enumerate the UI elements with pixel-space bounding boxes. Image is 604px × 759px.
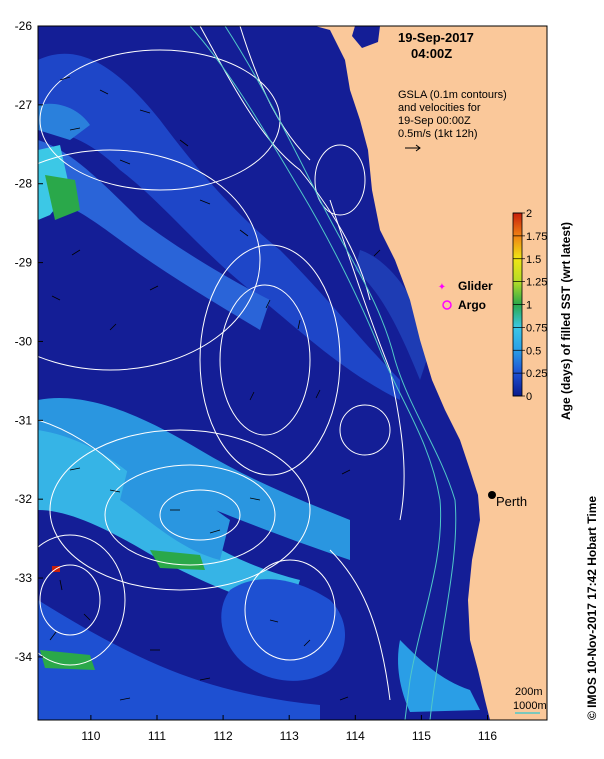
lon-tick-label: 114 [346,729,365,743]
isobath-200m-label: 200m [515,686,543,698]
lon-tick-label: 113 [280,729,299,743]
colorbar-tick-label: 1.25 [526,277,547,289]
colorbar-tick-label: 0.75 [526,322,547,334]
colorbar-tick-label: 1 [526,300,532,312]
city-label: Perth [496,494,527,509]
lat-tick-label: -34 [15,650,33,664]
colorbar-tick-label: 1.75 [526,231,547,243]
lon-tick-label: 112 [214,729,233,743]
city-dot-icon [488,491,496,499]
lon-tick-label: 115 [412,729,431,743]
colorbar-title: Age (days) of filled SST (wrt latest) [559,222,573,420]
annotation-line-3: 19-Sep 00:00Z [398,115,471,127]
isobath-legend: 200m 1000m [513,686,547,714]
imos-footer: © IMOS 10-Nov-2017 17:42 Hobart Time [585,496,599,720]
colorbar-tick-label: 2 [526,208,532,220]
argo-legend-label: Argo [458,298,486,312]
lon-tick-label: 111 [148,729,167,743]
land-mass [315,26,547,720]
lat-tick-label: -26 [15,19,33,33]
glider-legend-label: Glider [458,279,493,293]
city-marker: Perth [488,491,527,509]
colorbar-tick-label: 0.25 [526,368,547,380]
isobath-1000m-label: 1000m [513,700,547,712]
latitude-ticks: -26 -27 -28 -29 -30 -31 -32 -33 -34 [15,19,43,664]
colorbar-tick-label: 0.5 [526,345,541,357]
scale-arrow-icon [405,144,421,152]
lat-tick-label: -33 [15,571,33,585]
platform-legend: ✦ Glider Argo [438,279,493,312]
lon-tick-label: 116 [478,729,497,743]
map-plot-area [38,26,547,720]
glider-marker-icon: ✦ [438,282,446,293]
velocity-annotation: GSLA (0.1m contours) and velocities for … [398,89,507,152]
lat-tick-label: -30 [15,334,33,348]
colorbar-tick-label: 0 [526,391,532,403]
annotation-line-1: GSLA (0.1m contours) [398,89,507,101]
lat-tick-label: -31 [15,413,33,427]
annotation-line-4: 0.5m/s (1kt 12h) [398,128,477,140]
lat-tick-label: -28 [15,177,33,191]
isobath-lines [189,26,457,720]
timestamp-time: 04:00Z [411,46,452,61]
lat-tick-label: -29 [15,256,33,270]
colorbar-tick-label: 1.5 [526,254,541,266]
lat-tick-label: -27 [15,98,33,112]
velocity-arrows [49,76,381,701]
island [352,26,380,48]
annotation-line-2: and velocities for [398,102,481,114]
longitude-ticks: 110 111 112 113 114 115 116 [81,715,497,743]
sst-age-field [38,53,480,720]
timestamp-date: 19-Sep-2017 [398,30,474,45]
lat-tick-label: -32 [15,492,33,506]
argo-marker-icon [442,300,452,310]
lon-tick-label: 110 [81,729,100,743]
colorbar-ticks: 0 0.25 0.5 0.75 1 1.25 1.5 1.75 2 [513,208,547,403]
colorbar: 0 0.25 0.5 0.75 1 1.25 1.5 1.75 2 Age (days) of … [512,208,573,420]
plot-frame [37,25,548,721]
gsla-contours [38,26,405,701]
